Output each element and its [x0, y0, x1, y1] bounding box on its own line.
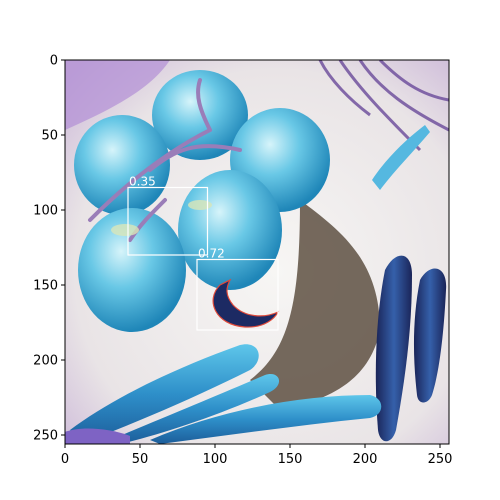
y-tick-label: 250: [33, 429, 58, 444]
purple-blob: [65, 428, 130, 444]
y-tick-label: 50: [41, 129, 58, 144]
tomato: [152, 70, 248, 160]
image-content: [65, 60, 449, 444]
tomato-vine: [88, 78, 242, 242]
tomato: [74, 115, 170, 215]
carrot: [375, 255, 412, 442]
detection-rect: [127, 186, 209, 256]
x-axis: 0 50 100 150 200 250: [61, 444, 453, 467]
detection-score: 0.72: [198, 247, 225, 261]
detection-score: 0.35: [129, 175, 156, 189]
detection-box: 0.72: [196, 247, 279, 331]
x-tick-label: 100: [203, 452, 228, 467]
carrot: [413, 268, 447, 403]
y-tick-label: 100: [33, 204, 58, 219]
y-tick-label: 0: [50, 54, 58, 69]
lying-carrot: [70, 344, 259, 444]
tomato: [78, 208, 186, 332]
y-tick-label: 150: [33, 279, 58, 294]
shadow-region: [250, 200, 380, 410]
detections: 0.35 0.72: [127, 175, 279, 331]
x-tick-label: 0: [61, 452, 69, 467]
purple-leaves: [65, 60, 170, 130]
axes-frame: [64, 59, 450, 445]
y-tick-label: 200: [33, 354, 58, 369]
x-tick-label: 200: [353, 452, 378, 467]
x-tick-label: 250: [428, 452, 453, 467]
y-axis: 0 50 100 150 200 250: [33, 54, 65, 444]
detection-rect: [196, 258, 279, 331]
sepal-leaves: [111, 200, 212, 236]
x-tick-label: 150: [278, 452, 303, 467]
lying-carrot: [110, 373, 280, 444]
small-carrot-top: [372, 125, 430, 190]
detection-box: 0.35: [127, 175, 209, 256]
lying-carrot: [150, 395, 382, 444]
x-tick-label: 50: [132, 452, 149, 467]
